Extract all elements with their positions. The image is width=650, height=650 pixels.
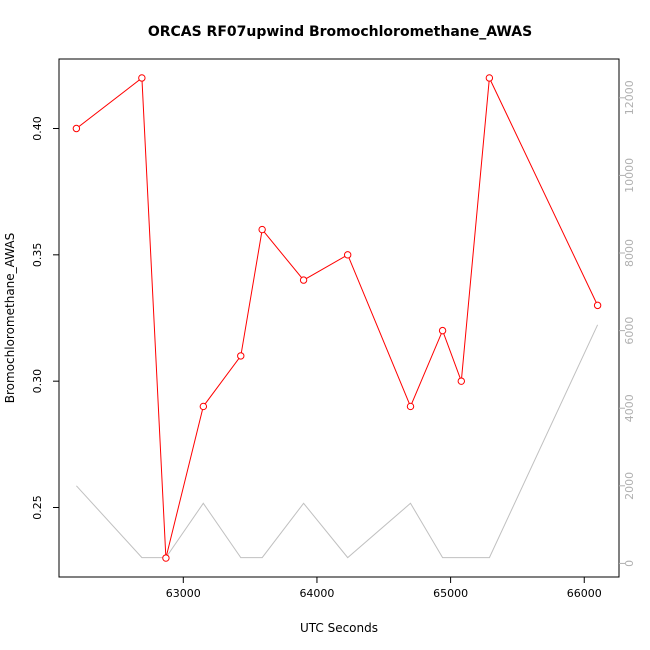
x-tick-label-0: 63000 — [166, 587, 201, 600]
data-point-6 — [299, 276, 308, 284]
y2-tick-label-1: 2000 — [623, 472, 636, 500]
y2-tick-label-4: 8000 — [623, 239, 636, 267]
secondary-series-line — [76, 324, 599, 559]
right-y-axis: 0 2000 4000 6000 8000 10000 12000 — [619, 80, 636, 567]
y2-tick-label-6: 12000 — [623, 80, 636, 115]
chart-title: ORCAS RF07upwind Bromochloromethane_AWAS — [148, 24, 532, 40]
data-point-11 — [485, 74, 494, 82]
data-point-0 — [72, 124, 81, 133]
data-point-12 — [593, 301, 602, 310]
data-point-8 — [406, 402, 415, 411]
data-point-10 — [457, 377, 465, 385]
y-axis-label: Bromochloromethane_AWAS — [3, 233, 17, 403]
data-point-1 — [138, 74, 146, 82]
x-axis-label: UTC Seconds — [300, 621, 378, 635]
x-axis: 63000 64000 65000 66000 — [166, 577, 602, 600]
y2-tick-label-5: 10000 — [623, 158, 636, 193]
x-tick-label-1: 64000 — [299, 587, 334, 600]
y2-tick-label-3: 6000 — [623, 317, 636, 345]
data-point-7 — [343, 251, 352, 259]
data-point-3 — [199, 402, 208, 411]
series-layer — [72, 74, 602, 562]
y2-tick-label-2: 4000 — [623, 394, 636, 422]
x-tick-label-2: 65000 — [433, 587, 468, 600]
y-tick-label-2: 0.35 — [31, 243, 44, 268]
data-point-2 — [162, 554, 170, 562]
y2-tick-label-0: 0 — [623, 560, 636, 567]
x-tick-label-3: 66000 — [567, 587, 602, 600]
y-tick-label-1: 0.30 — [31, 369, 44, 394]
y-tick-label-3: 0.40 — [31, 116, 44, 141]
plot-frame — [58, 58, 620, 578]
y-axis: 0.25 0.30 0.35 0.40 — [31, 116, 59, 520]
data-point-9 — [438, 326, 447, 335]
data-point-4 — [237, 352, 245, 360]
y-tick-label-0: 0.25 — [31, 495, 44, 520]
primary-series-line — [76, 76, 599, 559]
data-point-5 — [258, 225, 266, 234]
